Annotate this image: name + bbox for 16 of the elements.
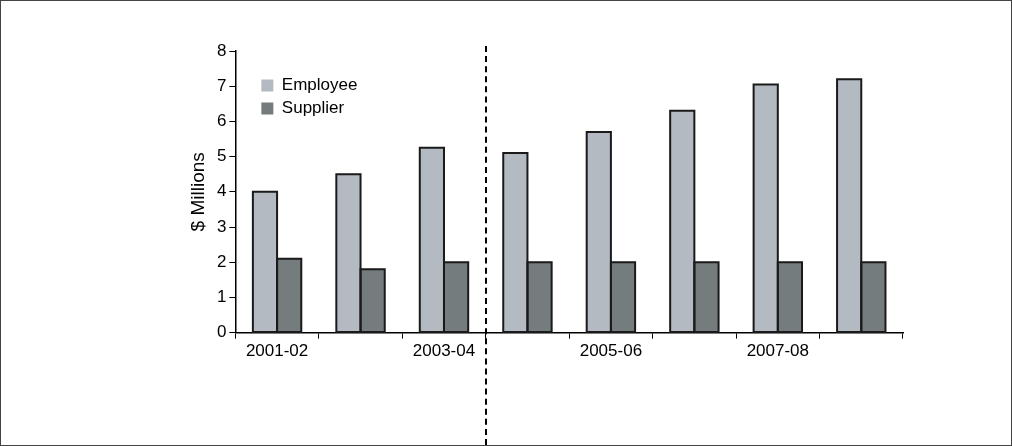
y-tick-label: 4 (216, 181, 227, 201)
y-tick-label: 5 (216, 146, 227, 166)
y-tick-label: 1 (216, 287, 227, 307)
x-tick-label: 2005-06 (579, 341, 643, 361)
legend-label: Supplier (281, 98, 345, 118)
x-tick-label: 2001-02 (245, 341, 309, 361)
y-tick-label: 8 (216, 40, 227, 60)
y-tick-label: 6 (216, 111, 227, 131)
x-tick-label: 2007-08 (746, 341, 810, 361)
y-tick-label: 3 (216, 216, 227, 236)
y-tick-label: 7 (216, 75, 227, 95)
y-tick-label: 0 (216, 322, 227, 342)
legend-label: Employee (281, 75, 358, 95)
y-axis-title: $ Millions (186, 152, 208, 232)
x-tick-label: 2003-04 (412, 341, 476, 361)
y-tick-label: 2 (216, 251, 227, 271)
